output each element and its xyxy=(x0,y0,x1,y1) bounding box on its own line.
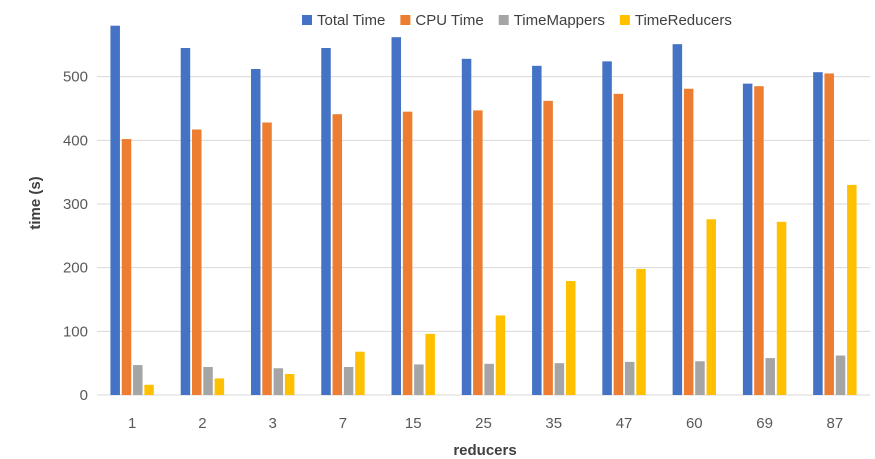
x-axis-title: reducers xyxy=(453,442,516,459)
bar-timereducers-60 xyxy=(706,219,717,395)
bar-timereducers-3 xyxy=(284,373,295,395)
y-tick-label: 500 xyxy=(63,69,88,86)
bar-timemappers-47 xyxy=(624,361,635,395)
x-tick-label: 15 xyxy=(405,415,422,432)
gridlines xyxy=(97,76,870,396)
bar-timereducers-47 xyxy=(636,268,646,395)
x-tick-label: 87 xyxy=(827,415,844,432)
x-tick-label: 60 xyxy=(686,415,703,432)
x-tick-label: 69 xyxy=(756,415,773,432)
bar-timemappers-25 xyxy=(484,363,494,395)
x-tick-label: 7 xyxy=(339,415,347,432)
y-axis-ticks: 0 100 200 300 400 500 xyxy=(63,69,88,404)
bar-total-time-3 xyxy=(250,69,261,396)
bars xyxy=(110,25,857,396)
bar-total-time-7 xyxy=(321,47,331,395)
y-tick-label: 300 xyxy=(63,196,88,213)
x-tick-label: 47 xyxy=(616,415,633,432)
bar-cpu-time-60 xyxy=(683,88,694,395)
bar-timereducers-7 xyxy=(355,351,365,395)
bar-timemappers-87 xyxy=(835,355,846,395)
bar-timemappers-1 xyxy=(133,365,143,395)
x-tick-label: 1 xyxy=(128,415,136,432)
bar-timereducers-1 xyxy=(144,384,154,395)
bar-total-time-1 xyxy=(110,25,120,396)
bar-timereducers-25 xyxy=(495,315,506,395)
legend-swatch xyxy=(498,15,509,25)
x-axis-ticks: 1 2 3 7 15 25 35 47 60 69 87 xyxy=(128,415,843,432)
legend-swatch xyxy=(302,15,312,25)
legend-swatch xyxy=(619,15,630,25)
bar-cpu-time-47 xyxy=(613,93,624,396)
bar-timereducers-2 xyxy=(214,378,225,395)
x-tick-label: 25 xyxy=(475,415,492,432)
bar-cpu-time-1 xyxy=(121,139,132,395)
bar-timemappers-60 xyxy=(695,361,705,395)
legend-label: TimeReducers xyxy=(635,12,732,29)
y-tick-label: 100 xyxy=(63,323,88,340)
bar-total-time-47 xyxy=(602,61,612,395)
bar-cpu-time-87 xyxy=(824,73,834,396)
bar-cpu-time-2 xyxy=(192,129,202,395)
bar-total-time-60 xyxy=(672,44,683,396)
x-tick-label: 3 xyxy=(269,415,277,432)
bar-total-time-2 xyxy=(180,47,191,395)
bar-cpu-time-7 xyxy=(332,114,343,395)
bar-timemappers-2 xyxy=(203,366,213,395)
bar-timemappers-69 xyxy=(765,358,775,395)
bar-cpu-time-35 xyxy=(543,100,553,395)
bar-timereducers-15 xyxy=(425,333,435,395)
y-tick-label: 200 xyxy=(63,260,88,277)
bar-cpu-time-3 xyxy=(262,122,272,395)
bar-cpu-time-69 xyxy=(754,86,764,395)
bar-timereducers-87 xyxy=(847,184,857,395)
bar-timemappers-35 xyxy=(554,363,565,395)
bar-total-time-87 xyxy=(813,72,823,395)
y-axis-title: time (s) xyxy=(27,176,44,229)
bar-timereducers-35 xyxy=(565,281,576,395)
bar-timemappers-15 xyxy=(414,364,424,395)
x-tick-label: 35 xyxy=(545,415,562,432)
bar-timemappers-3 xyxy=(273,368,284,395)
bar-total-time-25 xyxy=(461,58,472,396)
bar-cpu-time-15 xyxy=(402,111,413,395)
legend-label: CPU Time xyxy=(415,12,483,29)
x-tick-label: 2 xyxy=(198,415,206,432)
bar-total-time-35 xyxy=(532,65,542,395)
y-tick-label: 0 xyxy=(80,387,88,404)
bar-total-time-69 xyxy=(742,83,753,396)
bar-cpu-time-25 xyxy=(473,110,483,395)
bar-timereducers-69 xyxy=(776,221,787,395)
legend-label: Total Time xyxy=(317,12,385,29)
legend: Total Time CPU Time TimeMappers TimeReducer… xyxy=(302,12,732,29)
legend-swatch xyxy=(400,15,411,25)
bar-total-time-15 xyxy=(391,37,402,396)
bar-timemappers-7 xyxy=(343,366,354,395)
legend-label: TimeMappers xyxy=(514,12,605,29)
y-tick-label: 400 xyxy=(63,132,88,149)
